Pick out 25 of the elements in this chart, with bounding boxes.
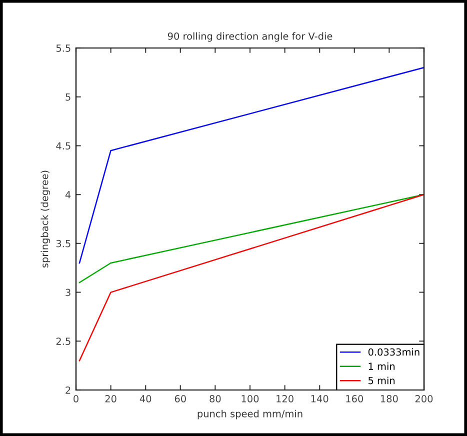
- y-tick-label: 5: [66, 93, 70, 101]
- x-tick-label: 80: [210, 395, 221, 402]
- x-tick-label: 120: [276, 395, 294, 402]
- legend-label: 5 min: [368, 376, 395, 384]
- x-tick-label: 100: [242, 395, 259, 402]
- y-axis-title: springback (degree): [40, 170, 50, 268]
- y-tick-label: 2: [66, 386, 70, 394]
- x-tick-label: 40: [140, 395, 152, 402]
- x-tick-label: 20: [105, 395, 116, 402]
- x-tick-label: 200: [415, 395, 433, 402]
- x-tick-label: 0: [74, 395, 78, 402]
- y-tick-label: 3: [66, 288, 70, 296]
- y-tick-label: 4.5: [56, 142, 70, 150]
- x-tick-label: 60: [174, 395, 186, 402]
- legend-label: 0.0333min: [368, 348, 420, 356]
- legend-label: 1 min: [368, 362, 395, 370]
- y-tick-label: 3.5: [56, 240, 70, 248]
- y-tick-label: 5.5: [56, 44, 70, 52]
- x-tick-label: 180: [380, 395, 398, 402]
- x-tick-label: 140: [311, 395, 328, 402]
- y-tick-label: 2.5: [56, 338, 70, 345]
- chart-title: 90 rolling direction angle for V-die: [168, 32, 332, 42]
- x-tick-label: 160: [346, 395, 364, 402]
- x-axis-title: punch speed mm/min: [198, 410, 302, 420]
- y-tick-label: 4: [65, 191, 71, 198]
